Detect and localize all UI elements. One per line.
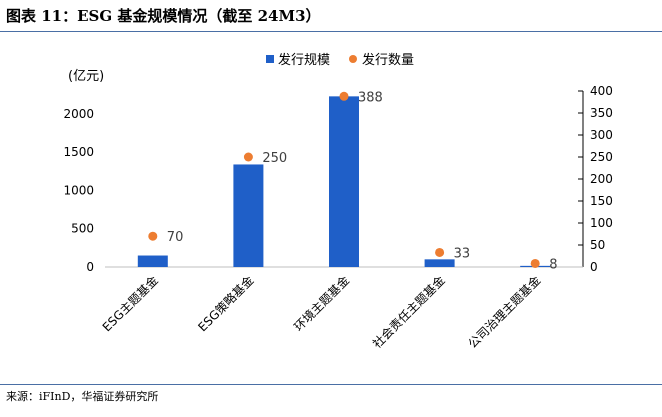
data-label: 8 [549, 257, 557, 272]
left-tick-label: 2000 [63, 107, 94, 121]
bottom-rule [0, 384, 662, 385]
data-label: 388 [358, 90, 383, 105]
dot-5 [530, 258, 540, 268]
legend-swatch-count [349, 55, 357, 63]
data-label: 250 [262, 151, 287, 166]
bar-4 [424, 259, 455, 267]
right-tick-label: 150 [590, 194, 613, 208]
data-label: 70 [167, 230, 184, 245]
category-label: ESG主题基金 [99, 273, 161, 335]
category-label: ESG策略基金 [195, 273, 257, 335]
figure-title: 图表 11：ESG 基金规模情况（截至 24M3） [6, 7, 321, 25]
fund-scale-chart: (亿元) 0 500 1000 1500 2000 0 50 100 150 200 250 300 35… [63, 52, 613, 351]
bar-3 [329, 96, 359, 267]
dot-1 [148, 231, 158, 241]
left-axis-unit: (亿元) [68, 69, 104, 84]
right-tick-label: 300 [590, 128, 613, 142]
category-label: 社会责任主题基金 [369, 273, 447, 351]
bar-2 [233, 164, 264, 267]
right-tick-label: 350 [590, 106, 613, 120]
right-tick-label: 0 [590, 260, 598, 274]
category-label: 公司治理主题基金 [465, 273, 543, 351]
left-tick-label: 0 [86, 260, 94, 274]
right-tick-label: 400 [590, 84, 613, 98]
left-tick-label: 500 [71, 222, 94, 236]
legend-swatch-scale [266, 55, 274, 63]
right-tick-label: 50 [590, 238, 605, 252]
dot-2 [243, 152, 253, 162]
dot-3 [339, 91, 349, 101]
top-rule [0, 31, 662, 32]
right-tick-label: 200 [590, 172, 613, 186]
legend-label-scale: 发行规模 [278, 52, 330, 68]
source-note: 来源：iFInD，华福证券研究所 [6, 390, 159, 403]
left-tick-label: 1000 [63, 183, 94, 197]
legend-label-count: 发行数量 [362, 52, 414, 68]
category-label: 环境主题基金 [291, 273, 353, 335]
left-tick-label: 1500 [63, 145, 94, 159]
data-label: 33 [454, 246, 471, 261]
right-tick-label: 100 [590, 216, 613, 230]
right-tick-label: 250 [590, 150, 613, 164]
bar-1 [137, 255, 168, 267]
dot-4 [435, 247, 445, 257]
